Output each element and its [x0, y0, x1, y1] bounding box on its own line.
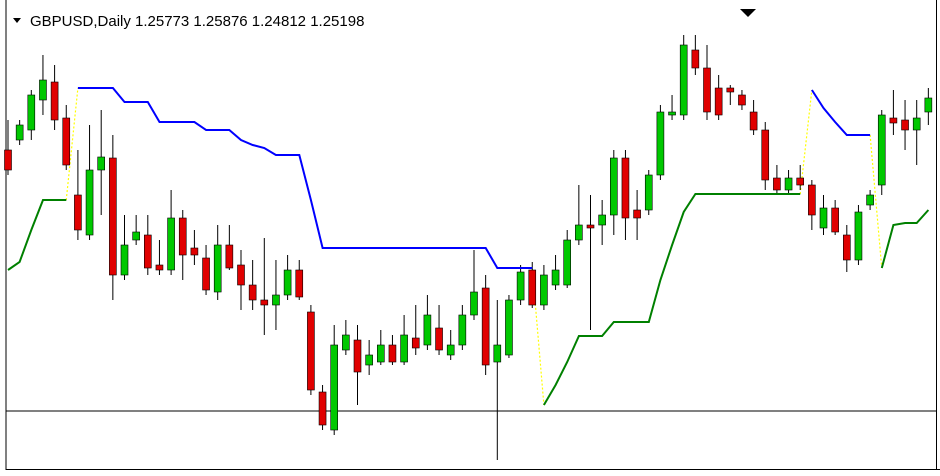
menu-arrow [13, 18, 21, 23]
candle-body [190, 247, 199, 256]
candle-body [505, 299, 513, 356]
candle-body [74, 194, 82, 231]
candle-body [528, 269, 537, 306]
candle-body [330, 344, 339, 431]
candle-body [609, 157, 618, 216]
candle-body [796, 177, 805, 186]
candle-body [540, 274, 548, 306]
candle-body [423, 314, 432, 346]
indicator-line [77, 87, 871, 269]
candle-body [808, 184, 816, 216]
candle-body [237, 264, 245, 286]
candle-body [773, 177, 781, 191]
candle-body [889, 117, 898, 124]
candle-body [295, 269, 304, 298]
chart-title: GBPUSD,Daily 1.25773 1.25876 1.24812 1.2… [30, 13, 364, 30]
candle-body [563, 239, 572, 286]
candle-body [353, 339, 362, 373]
candle-body [749, 111, 758, 131]
candle-body [458, 314, 467, 346]
candle-body [854, 211, 863, 261]
candle-body [202, 257, 210, 291]
shift-marker [740, 9, 756, 17]
candle-body [656, 111, 665, 176]
candle-body [691, 49, 700, 69]
switch-connector [531, 267, 545, 406]
candle-body [633, 209, 641, 219]
candle-body [842, 234, 851, 261]
candle-body [470, 291, 478, 316]
candle-body [761, 129, 770, 181]
candle-body [481, 287, 490, 366]
candle-body [516, 271, 525, 301]
candle-body [714, 87, 723, 116]
candle-body [342, 334, 350, 351]
candle-body [62, 117, 71, 166]
candle-body [400, 334, 408, 363]
candle-body [446, 344, 455, 356]
candle-body [178, 217, 187, 256]
candle-body [575, 224, 583, 241]
candle-body [27, 94, 36, 131]
candle-body [831, 207, 839, 233]
candle-body [272, 294, 280, 306]
candle-body [132, 231, 140, 241]
candle-body [318, 391, 327, 426]
candle-body [784, 177, 793, 191]
candle-body [376, 344, 385, 363]
candle-body [109, 157, 117, 276]
candle-body [85, 169, 94, 236]
candle-body [866, 194, 874, 206]
switch-connector [799, 89, 813, 195]
candle-body [726, 87, 735, 93]
candle-body [621, 157, 630, 219]
candle-body [213, 244, 222, 293]
candle-body [4, 149, 12, 171]
candle-body [924, 97, 933, 113]
candle-body [877, 114, 886, 186]
candle-body [388, 344, 397, 363]
candle-body [912, 117, 921, 131]
candle-body [225, 244, 234, 269]
candle-body [703, 67, 711, 113]
candle-body [668, 111, 676, 116]
candle-body [97, 156, 105, 171]
candle-body [644, 174, 653, 211]
candle-body [586, 224, 595, 229]
candle-body [155, 264, 164, 271]
candle-body [307, 311, 315, 391]
candle-body [435, 327, 443, 351]
candle-body [551, 269, 560, 286]
switch-connector [65, 87, 79, 201]
candle-body [365, 354, 373, 366]
candle-body [248, 284, 257, 301]
candle-body [50, 81, 59, 121]
candle-body [120, 244, 129, 276]
indicator-line [7, 193, 930, 406]
candle-body [598, 214, 606, 226]
candle-body [39, 79, 47, 101]
candle-body [493, 344, 502, 363]
candle-body [901, 119, 909, 131]
candle-body [144, 234, 152, 269]
candle-body [819, 207, 828, 229]
candle-body [738, 94, 746, 106]
candle-body [283, 269, 292, 296]
plot-area [4, 35, 937, 460]
candle-body [15, 124, 24, 141]
candle-body [167, 217, 175, 271]
candle-body [679, 44, 688, 116]
candle-body [411, 337, 420, 349]
candle-body [260, 299, 269, 306]
